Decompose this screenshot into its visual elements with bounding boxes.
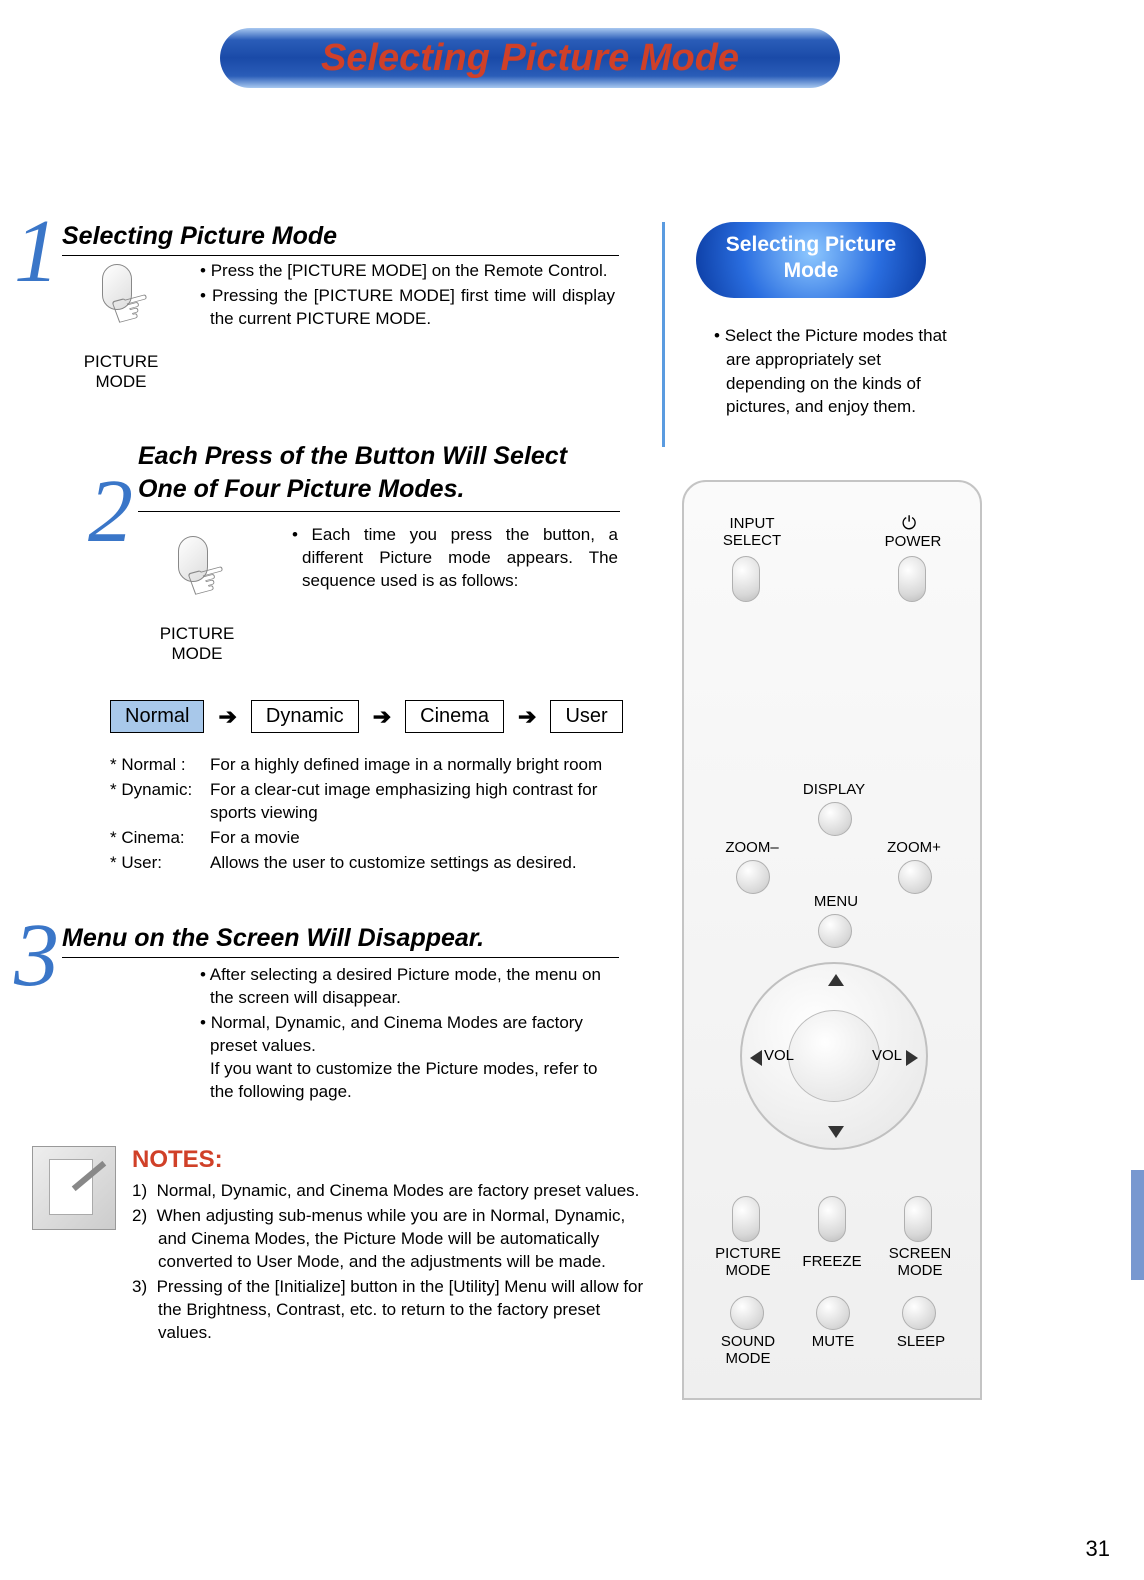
step1-heading: Selecting Picture Mode xyxy=(62,222,619,256)
dpad-center[interactable] xyxy=(788,1010,880,1102)
arrow-icon: ➔ xyxy=(218,704,236,730)
sidebar-bullet-text: Select the Picture modes that are approp… xyxy=(725,326,947,416)
step3-bullet-2: Normal, Dynamic, and Cinema Modes are fa… xyxy=(210,1013,597,1101)
mode-dynamic: Dynamic xyxy=(251,700,359,733)
zoom-minus-button[interactable] xyxy=(736,860,770,894)
def-desc: For a clear-cut image emphasizing high c… xyxy=(210,779,630,825)
zoom-plus-label: ZOOM+ xyxy=(882,840,946,857)
page-title-banner: Selecting Picture Mode xyxy=(220,28,840,88)
notes-heading: NOTES: xyxy=(132,1146,223,1174)
zoom-minus-label: ZOOM– xyxy=(720,840,784,857)
vertical-rule xyxy=(662,222,665,447)
freeze-button[interactable] xyxy=(818,1196,846,1242)
remote-control: INPUT SELECT ⏻ POWER DISPLAY ZOOM– ZOOM+… xyxy=(682,480,982,1400)
def-desc: Allows the user to customize settings as… xyxy=(210,852,577,875)
step2-heading: Each Press of the Button Will Select One… xyxy=(138,440,620,512)
menu-button[interactable] xyxy=(818,914,852,948)
note-item: Normal, Dynamic, and Cinema Modes are fa… xyxy=(157,1181,640,1200)
def-term: * Cinema: xyxy=(110,827,210,850)
step2-text: • Each time you press the button, a diff… xyxy=(292,524,618,595)
def-term: * Normal : xyxy=(110,754,210,777)
sleep-label: SLEEP xyxy=(894,1334,948,1351)
sleep-button[interactable] xyxy=(902,1296,936,1330)
mode-cinema: Cinema xyxy=(405,700,504,733)
hand-label-1: PICTUREMODE xyxy=(66,352,176,391)
step2-bullet: Each time you press the button, a differ… xyxy=(302,525,618,590)
mute-label: MUTE xyxy=(808,1334,858,1351)
note-item: Pressing of the [Initialize] button in t… xyxy=(157,1277,644,1342)
notes-icon xyxy=(32,1146,116,1230)
input-select-label: INPUT SELECT xyxy=(712,516,792,549)
hand-label-2: PICTUREMODE xyxy=(142,624,252,663)
vol-right-label: VOL xyxy=(872,1048,902,1065)
step1-text: • Press the [PICTURE MODE] on the Remote… xyxy=(200,260,615,333)
mode-sequence: Normal ➔ Dynamic ➔ Cinema ➔ User xyxy=(110,700,623,733)
def-desc: For a highly defined image in a normally… xyxy=(210,754,602,777)
sound-mode-button[interactable] xyxy=(730,1296,764,1330)
menu-label: MENU xyxy=(812,894,860,911)
def-term: * Dynamic: xyxy=(110,779,210,825)
notes-list: 1) Normal, Dynamic, and Cinema Modes are… xyxy=(132,1180,652,1347)
step-number-2: 2 xyxy=(88,460,133,563)
hand-press-icon-2: ☞ xyxy=(160,534,250,634)
mode-normal: Normal xyxy=(110,700,204,733)
def-desc: For a movie xyxy=(210,827,300,850)
sidebar-pill: Selecting Picture Mode xyxy=(696,222,926,298)
arrow-icon: ➔ xyxy=(373,704,391,730)
input-select-button[interactable] xyxy=(732,556,760,602)
page-number: 31 xyxy=(1086,1536,1110,1562)
freeze-label: FREEZE xyxy=(800,1254,864,1271)
step3-bullet-1: After selecting a desired Picture mode, … xyxy=(210,965,601,1007)
def-term: * User: xyxy=(110,852,210,875)
dpad-left-icon xyxy=(750,1050,762,1066)
display-label: DISPLAY xyxy=(798,782,870,799)
hand-press-icon: ☞ xyxy=(84,262,174,362)
picture-mode-button[interactable] xyxy=(732,1196,760,1242)
sidebar-pill-l1: Selecting Picture xyxy=(726,233,896,256)
power-icon: ⏻ xyxy=(902,514,916,534)
step1-bullet-1: Press the [PICTURE MODE] on the Remote C… xyxy=(211,261,608,280)
display-button[interactable] xyxy=(818,802,852,836)
sidebar-bullet: • Select the Picture modes that are appr… xyxy=(714,324,964,419)
step3-heading: Menu on the Screen Will Disappear. xyxy=(62,924,619,958)
step1-bullet-2: Pressing the [PICTURE MODE] first time w… xyxy=(210,286,615,328)
screen-mode-label: SCREEN MODE xyxy=(880,1246,960,1279)
picture-mode-label: PICTURE MODE xyxy=(708,1246,788,1279)
step-number-3: 3 xyxy=(14,904,59,1007)
power-label: POWER xyxy=(878,534,948,551)
note-item: When adjusting sub-menus while you are i… xyxy=(157,1206,626,1271)
screen-mode-button[interactable] xyxy=(904,1196,932,1242)
step3-text: • After selecting a desired Picture mode… xyxy=(200,964,620,1106)
page-index-tab xyxy=(1131,1170,1144,1280)
sidebar-pill-l2: Mode xyxy=(784,259,839,282)
zoom-plus-button[interactable] xyxy=(898,860,932,894)
dpad-right-icon xyxy=(906,1050,918,1066)
vol-left-label: VOL xyxy=(764,1048,794,1065)
step-number-1: 1 xyxy=(14,200,59,303)
mode-user: User xyxy=(550,700,622,733)
power-button[interactable] xyxy=(898,556,926,602)
arrow-icon: ➔ xyxy=(518,704,536,730)
dpad-down-icon xyxy=(828,1126,844,1138)
dpad-up-icon xyxy=(828,974,844,986)
mode-definitions: * Normal : For a highly defined image in… xyxy=(110,754,630,877)
mute-button[interactable] xyxy=(816,1296,850,1330)
sound-mode-label: SOUND MODE xyxy=(708,1334,788,1367)
